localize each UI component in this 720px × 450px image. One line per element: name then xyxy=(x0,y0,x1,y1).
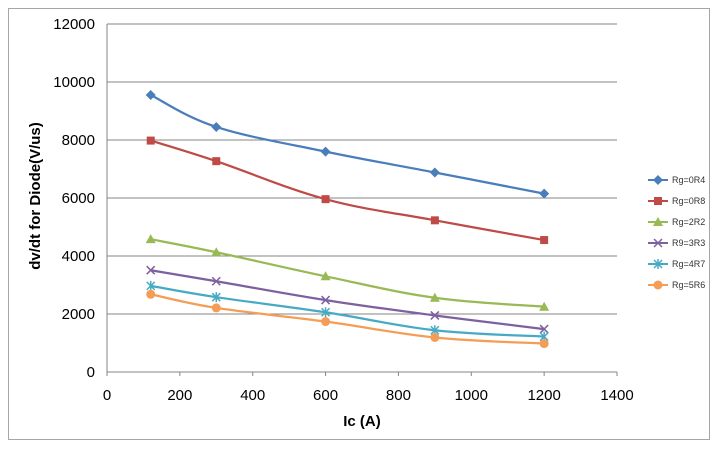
series-2-point xyxy=(540,236,549,245)
series-2-point xyxy=(212,157,221,166)
series-1 xyxy=(145,90,550,199)
series-5 xyxy=(146,280,549,342)
y-tick-label: 0 xyxy=(87,364,95,381)
legend-marker xyxy=(653,259,663,269)
series-6-point xyxy=(430,332,440,342)
y-tick-label: 12000 xyxy=(53,16,95,33)
series-6 xyxy=(146,289,549,349)
series-1-point xyxy=(211,121,222,132)
series-6-point xyxy=(539,339,549,349)
marker-stroke xyxy=(146,265,156,275)
legend-item-1: Rg=0R4 xyxy=(648,175,705,185)
legend-marker xyxy=(653,238,663,248)
series-5-point xyxy=(146,280,156,291)
legend-item-5: Rg=4R7 xyxy=(648,259,705,269)
series-6-point xyxy=(321,317,331,327)
series-2-point xyxy=(146,136,155,145)
marker-stroke xyxy=(653,238,663,248)
series-2 xyxy=(146,136,549,245)
series-layer xyxy=(145,90,550,349)
x-axis-title: Ic (A) xyxy=(343,413,381,430)
series-3-point xyxy=(211,247,222,257)
chart-frame xyxy=(8,8,710,440)
series-3-point xyxy=(145,234,156,244)
x-tick-label: 0 xyxy=(103,387,111,404)
y-axis-title: dv/dt for Diode(V/us) xyxy=(27,122,44,270)
legend-label: Rg=5R6 xyxy=(672,280,705,290)
legend-label: Rg=0R8 xyxy=(672,196,705,206)
x-tick-label: 600 xyxy=(313,387,338,404)
legend-label: R9=3R3 xyxy=(672,238,705,248)
legend: Rg=0R4 Rg=0R8 Rg=2R2 R9=3R3 Rg=4R7 Rg=5R6 xyxy=(648,175,705,290)
y-tick-label: 4000 xyxy=(62,248,95,265)
marker-stroke xyxy=(430,310,440,320)
series-4-point xyxy=(146,265,156,275)
x-tick-label: 1400 xyxy=(600,387,633,404)
x-tick-label: 800 xyxy=(386,387,411,404)
x-tick-label: 1000 xyxy=(455,387,488,404)
series-3-point xyxy=(539,301,550,311)
series-4-point xyxy=(430,310,440,320)
series-1-point xyxy=(320,146,331,157)
legend-item-4: R9=3R3 xyxy=(648,238,705,248)
series-1-point xyxy=(145,90,156,101)
marker-stroke xyxy=(211,276,221,286)
legend-marker xyxy=(654,197,662,205)
series-1-point xyxy=(539,188,550,199)
legend-label: Rg=0R4 xyxy=(672,175,705,185)
series-5-point xyxy=(321,307,331,318)
x-tick-label: 1200 xyxy=(527,387,560,404)
marker-stroke xyxy=(539,324,549,334)
series-3-point xyxy=(429,292,440,302)
series-4 xyxy=(146,265,549,334)
series-4-line xyxy=(150,269,545,331)
series-6-point xyxy=(146,289,156,299)
series-2-point xyxy=(430,216,439,225)
legend-item-6: Rg=5R6 xyxy=(648,280,705,290)
y-tick-label: 8000 xyxy=(62,132,95,149)
legend-label: Rg=4R7 xyxy=(672,259,705,269)
marker-stroke xyxy=(321,295,331,305)
series-4-point xyxy=(539,324,549,334)
legend-marker xyxy=(653,217,663,226)
series-5-point xyxy=(211,292,221,303)
series-1-line xyxy=(150,94,545,195)
axis-layer: 0 2000 4000 6000 8000 10000 12000 0 200 400 600 800… xyxy=(53,16,633,404)
grid-layer xyxy=(107,23,617,315)
legend-item-2: Rg=0R8 xyxy=(648,196,705,206)
legend-item-3: Rg=2R2 xyxy=(648,217,705,227)
x-tick-label: 400 xyxy=(240,387,265,404)
y-tick-label: 10000 xyxy=(53,74,95,91)
series-6-point xyxy=(211,303,221,313)
x-tick-label: 200 xyxy=(167,387,192,404)
series-5-line xyxy=(150,284,545,338)
legend-label: Rg=2R2 xyxy=(672,217,705,227)
y-tick-label: 6000 xyxy=(62,190,95,207)
legend-marker xyxy=(653,175,663,185)
legend-marker xyxy=(653,280,663,290)
series-3-point xyxy=(320,271,331,281)
series-2-point xyxy=(321,195,330,204)
series-1-point xyxy=(429,167,440,178)
y-tick-label: 2000 xyxy=(62,306,95,323)
series-4-point xyxy=(321,295,331,305)
series-4-point xyxy=(211,276,221,286)
series-3 xyxy=(145,234,550,311)
